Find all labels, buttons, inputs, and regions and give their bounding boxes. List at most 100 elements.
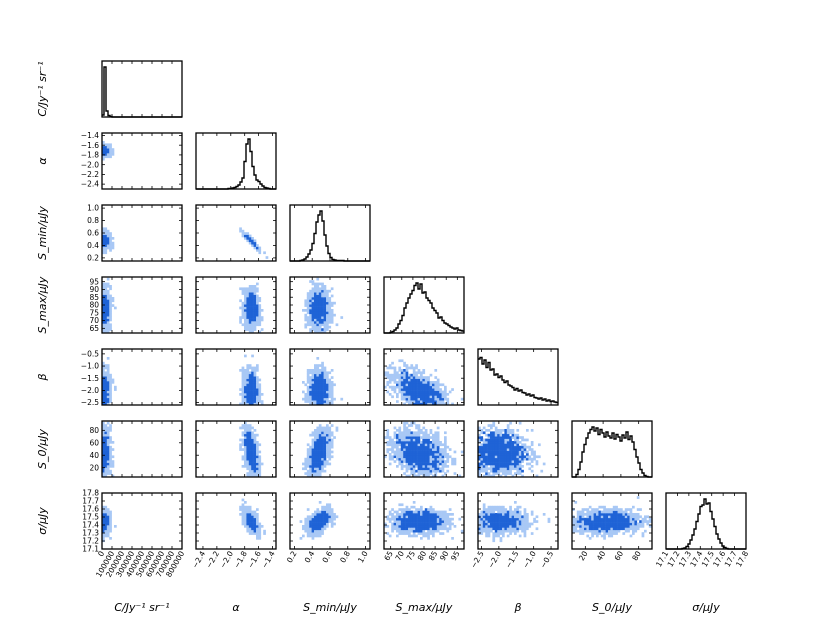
density-cell xyxy=(514,525,517,528)
density-cell xyxy=(427,534,430,538)
density-cell xyxy=(490,453,493,456)
density-cell xyxy=(497,508,500,511)
density-cell xyxy=(432,448,435,451)
density-cell xyxy=(518,467,522,471)
density-cell xyxy=(506,426,510,430)
density-cell xyxy=(109,525,112,528)
density-cell xyxy=(434,462,438,466)
density-cell xyxy=(574,501,578,504)
density-cell xyxy=(246,388,250,391)
density-cell xyxy=(509,505,512,509)
density-cell xyxy=(241,301,245,305)
density-cell xyxy=(321,318,324,322)
density-cell xyxy=(241,371,245,375)
density-cell xyxy=(420,520,423,523)
density-cell xyxy=(485,513,488,516)
density-cell xyxy=(253,441,257,444)
density-cell xyxy=(256,517,259,521)
density-cell xyxy=(102,229,105,233)
density-cell xyxy=(497,513,500,516)
density-cell xyxy=(106,150,110,154)
density-cell xyxy=(422,455,426,459)
density-cell xyxy=(106,313,110,317)
density-cell xyxy=(241,448,245,451)
density-cell xyxy=(256,457,259,461)
density-cell xyxy=(393,455,397,459)
density-cell xyxy=(260,400,264,403)
density-cell xyxy=(306,443,310,447)
density-cell xyxy=(248,328,252,331)
density-cell xyxy=(106,294,110,298)
density-cell xyxy=(444,513,447,516)
density-cell xyxy=(424,517,428,521)
density-cell xyxy=(328,445,332,449)
density-cell xyxy=(492,469,496,473)
density-cell xyxy=(323,438,327,442)
density-cell xyxy=(384,436,387,439)
density-cell xyxy=(509,460,512,463)
density-cell xyxy=(106,453,110,456)
density-cell xyxy=(408,443,411,447)
density-cell xyxy=(253,366,257,370)
density-cell xyxy=(244,323,247,327)
density-cell xyxy=(109,436,112,439)
density-cell xyxy=(499,467,503,471)
density-cell xyxy=(636,508,640,511)
density-cell xyxy=(403,448,406,451)
density-cell xyxy=(572,529,575,533)
density-cell xyxy=(410,527,414,531)
density-cell xyxy=(256,313,259,317)
density-cell xyxy=(106,381,110,384)
density-cell xyxy=(109,522,112,526)
density-cell xyxy=(330,393,334,396)
density-cell xyxy=(102,299,105,303)
density-cell xyxy=(434,455,438,459)
density-cell xyxy=(335,323,339,327)
density-cell xyxy=(576,525,580,528)
density-cell xyxy=(321,465,324,468)
density-cell xyxy=(246,366,250,370)
density-cell xyxy=(494,467,498,471)
y-tick-label: 17.8 xyxy=(82,489,99,498)
density-cell xyxy=(102,285,105,288)
density-cell xyxy=(506,510,510,514)
density-cell xyxy=(453,462,457,466)
density-cell xyxy=(617,522,621,526)
density-cell xyxy=(502,517,505,521)
density-cell xyxy=(506,438,510,442)
density-cell xyxy=(306,534,310,538)
density-cell xyxy=(444,460,447,463)
density-cell xyxy=(530,453,534,456)
density-cell xyxy=(306,299,310,303)
density-cell xyxy=(106,145,110,149)
density-cell xyxy=(251,366,254,370)
density-cell xyxy=(244,424,247,427)
density-cell xyxy=(314,527,317,531)
density-cell xyxy=(586,508,590,511)
density-cell xyxy=(523,450,527,454)
density-cell xyxy=(511,465,515,468)
density-cell xyxy=(309,289,312,293)
density-cell xyxy=(246,402,250,406)
density-cell xyxy=(518,453,522,456)
density-cell xyxy=(253,309,257,312)
density-cell xyxy=(403,517,406,521)
y-axis-label-Smin: S_min/μJy xyxy=(36,206,49,260)
density-cell xyxy=(603,520,606,523)
density-cell xyxy=(441,510,445,514)
density-cell xyxy=(304,465,308,468)
density-cell xyxy=(248,438,252,442)
density-cell xyxy=(109,239,112,243)
density-cell xyxy=(523,532,527,535)
density-cell xyxy=(102,513,105,516)
density-cell xyxy=(596,525,599,528)
density-cell xyxy=(104,390,108,394)
density-cell xyxy=(316,287,320,291)
y-tick-label: −0.5 xyxy=(81,349,99,358)
density-cell xyxy=(581,510,585,514)
density-cell xyxy=(256,383,259,387)
density-cell xyxy=(429,441,433,444)
density-cell xyxy=(330,388,334,391)
density-cell xyxy=(330,520,334,523)
density-cell xyxy=(446,453,450,456)
